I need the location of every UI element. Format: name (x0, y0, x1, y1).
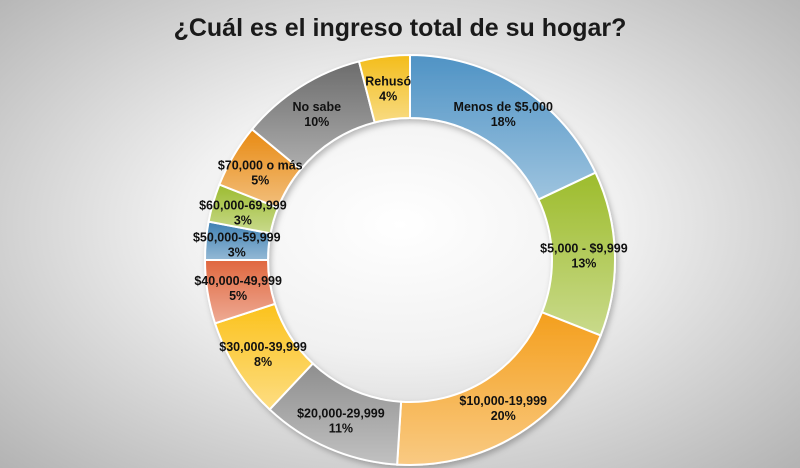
data-label: $10,000-19,999 20% (459, 394, 547, 423)
data-label: No sabe 10% (292, 100, 341, 129)
data-label: Menos de $5,000 18% (454, 100, 553, 129)
data-label: $60,000-69,999 3% (199, 198, 287, 227)
data-label: $70,000 o más 5% (218, 158, 303, 187)
data-label: $50,000-59,999 3% (193, 231, 281, 260)
donut-ring (203, 53, 616, 466)
data-label: $5,000 - $9,999 13% (540, 242, 628, 271)
chart-title: ¿Cuál es el ingreso total de su hogar? (173, 14, 627, 42)
data-label: $20,000-29,999 11% (297, 407, 385, 436)
data-label: Rehusó 4% (365, 74, 411, 103)
data-label: $40,000-49,999 5% (194, 274, 282, 303)
data-label: $30,000-39,999 8% (219, 340, 307, 369)
slice-rehus (357, 53, 411, 124)
slice-10-000-19-999 (396, 310, 602, 466)
